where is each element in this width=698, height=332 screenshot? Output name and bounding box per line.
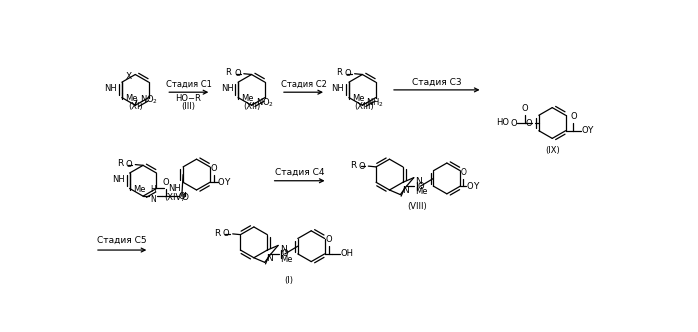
Text: R: R	[350, 161, 356, 170]
Text: O: O	[179, 192, 186, 201]
Text: Стадия С1: Стадия С1	[166, 80, 211, 89]
Text: R: R	[225, 68, 232, 77]
Text: Me: Me	[242, 94, 254, 103]
Text: O: O	[325, 235, 332, 244]
Text: N: N	[415, 177, 422, 186]
Text: NH: NH	[105, 84, 117, 93]
Text: O: O	[417, 182, 424, 191]
Text: (XIII): (XIII)	[354, 102, 374, 111]
Text: Y: Y	[473, 182, 478, 191]
Text: R: R	[214, 229, 221, 238]
Text: NO$_2$: NO$_2$	[256, 97, 274, 109]
Text: NH: NH	[221, 84, 233, 93]
Text: OH: OH	[340, 249, 353, 258]
Text: O: O	[521, 104, 528, 113]
Text: X: X	[126, 71, 131, 81]
Text: O: O	[163, 178, 170, 187]
Text: O: O	[282, 249, 288, 258]
Text: H
N: H N	[150, 185, 156, 204]
Text: Me: Me	[352, 94, 364, 103]
Text: O: O	[525, 119, 532, 127]
Text: N: N	[402, 186, 408, 195]
Text: (XII): (XII)	[243, 102, 260, 111]
Text: O: O	[234, 69, 241, 78]
Text: Me: Me	[415, 187, 428, 196]
Text: R: R	[117, 159, 123, 168]
Text: O: O	[581, 126, 588, 135]
Text: N: N	[280, 245, 286, 254]
Text: Me: Me	[133, 185, 145, 194]
Text: Y: Y	[588, 126, 593, 135]
Text: O: O	[510, 119, 517, 127]
Text: O: O	[570, 112, 577, 121]
Text: Y: Y	[224, 178, 229, 187]
Text: O: O	[359, 162, 365, 171]
Text: (I): (I)	[284, 276, 293, 285]
Text: N: N	[266, 254, 273, 263]
Text: NH$_2$: NH$_2$	[366, 97, 384, 109]
Text: O: O	[461, 168, 466, 177]
Text: NH: NH	[332, 84, 344, 93]
Text: NH: NH	[168, 184, 181, 193]
Text: O: O	[345, 69, 352, 78]
Text: Стадия С4: Стадия С4	[275, 168, 325, 177]
Text: R: R	[336, 68, 342, 77]
Text: O: O	[466, 182, 473, 191]
Text: HO: HO	[496, 118, 510, 127]
Text: O: O	[218, 178, 224, 187]
Text: Стадия С3: Стадия С3	[412, 78, 461, 87]
Text: (VIII): (VIII)	[407, 203, 426, 211]
Text: HO−R: HO−R	[175, 94, 201, 103]
Text: Стадия С5: Стадия С5	[97, 236, 147, 245]
Text: O: O	[181, 193, 188, 202]
Text: NH: NH	[112, 176, 125, 185]
Text: (III): (III)	[181, 102, 195, 111]
Text: (XIV): (XIV)	[164, 193, 184, 202]
Text: Стадия С2: Стадия С2	[281, 80, 327, 89]
Text: Me: Me	[125, 94, 138, 103]
Text: O: O	[211, 164, 217, 173]
Text: (IX): (IX)	[545, 146, 560, 155]
Text: O: O	[223, 229, 230, 238]
Text: (XI): (XI)	[128, 102, 142, 111]
Text: Me: Me	[280, 255, 292, 264]
Text: O: O	[126, 160, 132, 169]
Text: NO$_2$: NO$_2$	[140, 94, 158, 106]
